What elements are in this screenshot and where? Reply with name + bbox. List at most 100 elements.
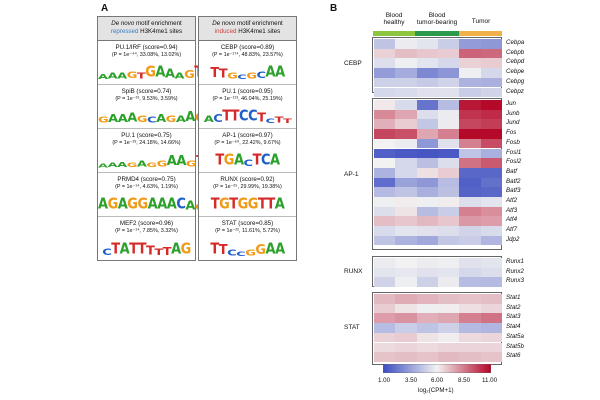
sequence-logo: AAAGAGGAAGT	[98, 150, 205, 169]
logo-letter: G	[185, 160, 197, 169]
motif-card: MEF2 (score=0.96) (P = 1e⁻¹⁴, 7.85%, 3.3…	[98, 217, 195, 261]
heatmap-row	[373, 48, 503, 59]
heatmap-cell	[437, 303, 460, 314]
heatmap-cell	[480, 39, 503, 49]
heatmap-cell	[416, 313, 439, 324]
heatmap-row	[373, 109, 503, 120]
heatmap-cell	[480, 197, 503, 207]
heatmap-cell	[480, 48, 503, 59]
logo-letter: T	[257, 111, 266, 125]
logo-letter: T	[218, 242, 228, 258]
logo-letter: A	[98, 195, 108, 213]
logo-letter: T	[145, 244, 155, 258]
logo-letter: A	[275, 63, 285, 81]
logo-letter: G	[227, 72, 238, 81]
heatmap-cell	[395, 235, 418, 246]
heatmap-cell	[374, 277, 396, 288]
heatmap-cell	[480, 119, 503, 130]
heatmap-cell	[459, 313, 481, 324]
heatmap-cell	[374, 216, 396, 227]
heatmap-cell	[480, 58, 503, 69]
gene-label: Atf4	[506, 216, 518, 224]
heatmap-cell	[437, 294, 460, 304]
heatmap-row	[373, 100, 503, 110]
sequence-logo: TGTGGTTA	[199, 194, 296, 213]
heatmap-cell	[395, 87, 418, 98]
motif-card: RUNX (score=0.92) (P = 1e⁻²⁵, 29.99%, 19…	[199, 173, 296, 217]
heatmap-cell	[459, 87, 481, 98]
gene-label: Fosb	[506, 138, 520, 146]
heatmap-row	[373, 303, 503, 314]
heatmap-cell	[374, 206, 396, 217]
heatmap-cell	[416, 119, 439, 130]
logo-letter: T	[274, 116, 284, 125]
heatmap-cell	[480, 187, 503, 197]
heatmap-cell	[374, 332, 396, 343]
motif-card: PU.1 (score=0.95) (P = 1e⁻¹¹³, 46.04%, 2…	[199, 85, 296, 129]
logo-letter: G	[137, 195, 148, 213]
heatmap-cell	[374, 352, 396, 362]
logo-letter: C	[102, 247, 112, 258]
heatmap-cell	[395, 138, 418, 149]
heatmap-cell	[374, 87, 396, 98]
gene-label: Cebpb	[506, 48, 525, 56]
motif-name: MEF2 (score=0.96)	[119, 220, 174, 227]
heatmap-cell	[374, 129, 396, 139]
heatmap-cell	[374, 258, 396, 268]
gene-label: Runx2	[506, 267, 524, 275]
gene-label: Fosl1	[506, 148, 522, 156]
sequence-logo: CTATTTTTAG	[98, 239, 195, 258]
heatmap-cell	[395, 129, 418, 139]
gene-label: Stat2	[506, 303, 521, 311]
logo-letter: C	[147, 116, 157, 125]
logo-letter: T	[218, 67, 228, 81]
logo-letter: A	[233, 151, 244, 169]
heatmap-row	[373, 277, 503, 288]
motif-stats: (P = 1e⁻⁴⁴, 33.08%, 13.02%)	[111, 52, 182, 58]
logo-letter: A	[270, 151, 280, 169]
heatmap-row	[373, 68, 503, 78]
gene-label: Jund	[506, 119, 520, 127]
heatmap-cell	[374, 226, 396, 236]
logo-letter: G	[126, 162, 138, 169]
heatmap-row	[373, 158, 503, 168]
gene-label: Batf2	[506, 177, 521, 185]
gene-label: Cebpa	[506, 39, 525, 46]
heatmap-cell	[374, 187, 396, 197]
logo-letter: G	[98, 116, 109, 125]
heatmap-cell	[459, 342, 481, 353]
logo-letter: A	[175, 114, 186, 125]
heatmap-cell	[437, 277, 460, 288]
family-label-ap1: AP-1	[344, 171, 359, 178]
heatmap-cell	[480, 68, 503, 78]
heatmap-cell	[437, 138, 460, 149]
heatmap-cell	[374, 313, 396, 324]
gene-label: Atf7	[506, 226, 518, 234]
logo-letter: A	[107, 71, 118, 81]
logo-letter: G	[184, 68, 195, 81]
logo-letter: A	[164, 67, 175, 81]
group-bar-blood-healthy	[373, 31, 415, 36]
logo-letter: A	[185, 199, 195, 213]
motif-stats: (P = 1e⁻¹⁷⁴, 48.83%, 23.57%)	[212, 52, 283, 58]
heatmap-cell	[416, 138, 439, 149]
gene-label: Stat5b	[506, 342, 524, 350]
gene-label: Jun	[506, 100, 516, 107]
heatmap-row	[373, 167, 503, 178]
heatmap-cell	[437, 235, 460, 246]
logo-letter: A	[274, 195, 285, 213]
heatmap-cell	[395, 226, 418, 236]
heatmap-cell	[480, 294, 503, 304]
motif-name: PU.1/IRF (score=0.94)	[115, 44, 178, 51]
heatmap-cell	[416, 148, 439, 159]
motif-card: PRMD4 (score=0.75) (P = 1e⁻¹⁴, 4.63%, 1.…	[98, 173, 214, 217]
logo-letter: T	[229, 195, 238, 213]
heatmap-cell	[395, 109, 418, 120]
logo-letter: T	[210, 240, 219, 258]
heatmap-cell	[480, 332, 503, 343]
logo-letter: A	[166, 153, 177, 169]
heatmap-cell	[416, 197, 439, 207]
heatmap-cell	[374, 267, 396, 278]
logo-letter: T	[136, 72, 146, 81]
logo-letter: A	[155, 63, 165, 81]
